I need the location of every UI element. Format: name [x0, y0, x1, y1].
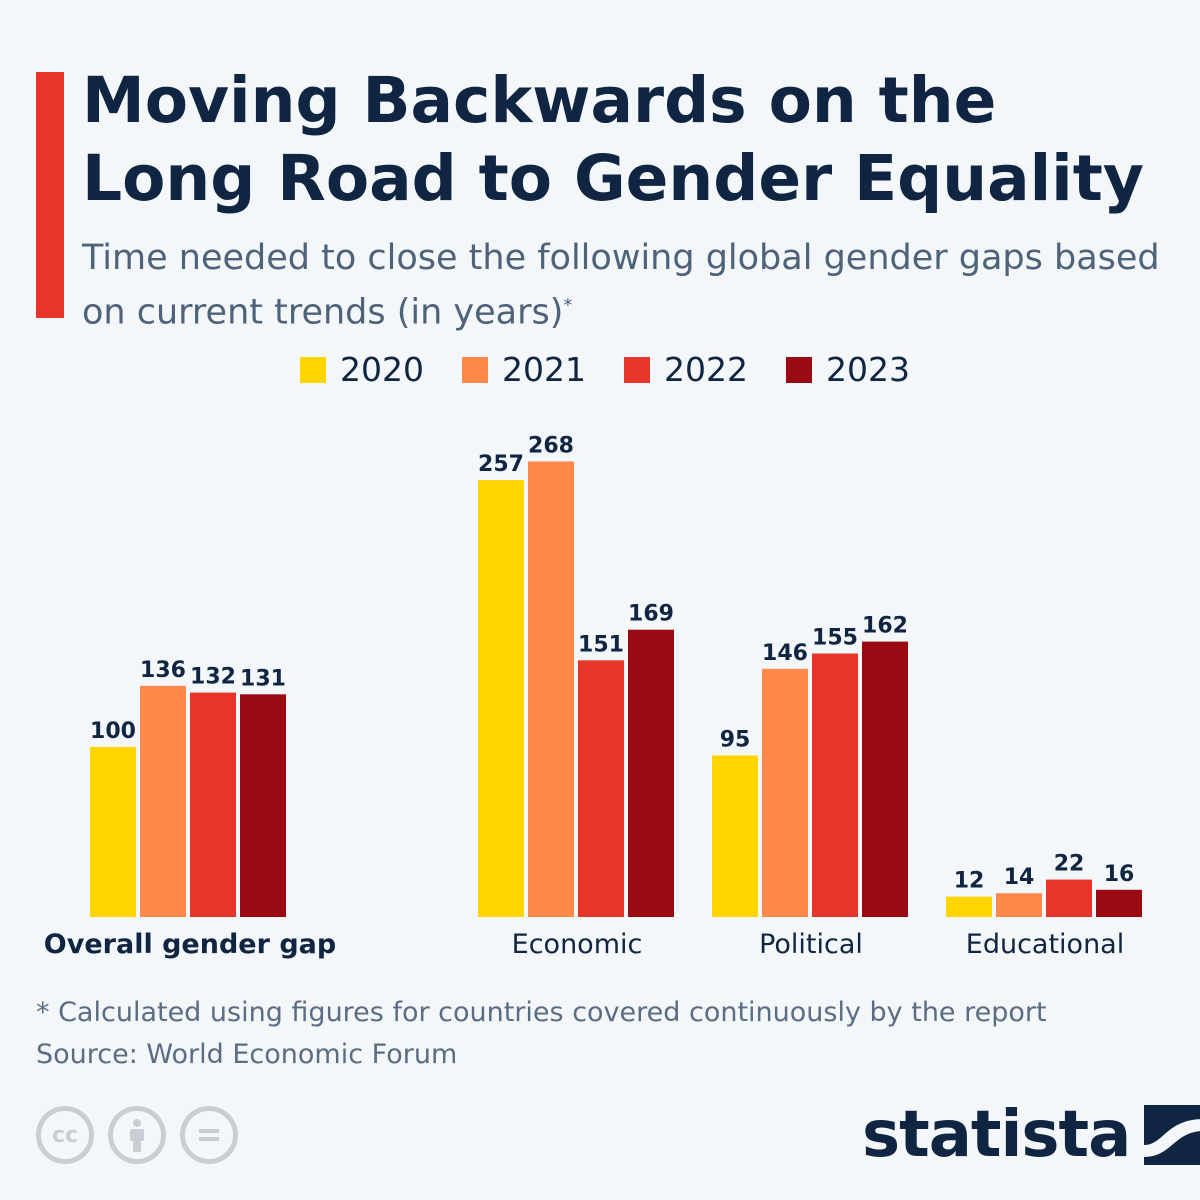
bar-educational-2020 [946, 896, 992, 917]
legend-item-2021: 2021 [461, 350, 586, 389]
subtitle-footnote-mark: * [563, 295, 573, 316]
license-icons: cc [36, 1106, 238, 1164]
data-label: 146 [762, 641, 808, 666]
bar-political-2022 [812, 653, 858, 917]
bar-economic-2022 [578, 660, 624, 917]
legend-item-2020: 2020 [300, 350, 424, 389]
data-label: 132 [190, 665, 236, 690]
legend-label: 2022 [663, 350, 748, 389]
footnote: * Calculated using figures for countries… [36, 997, 1047, 1028]
category-label: Overall gender gap [44, 929, 336, 960]
legend-swatch [300, 356, 326, 383]
bar-educational-2022 [1046, 879, 1092, 917]
data-label: 22 [1054, 852, 1085, 877]
title-accent-bar [36, 72, 64, 318]
data-label: 100 [90, 719, 136, 744]
data-label: 16 [1104, 862, 1135, 887]
source: Source: World Economic Forum [36, 1039, 458, 1070]
legend-label: 2020 [340, 350, 424, 389]
legend-swatch [785, 356, 812, 383]
bar-political-2020 [712, 755, 758, 917]
data-label: 257 [478, 452, 524, 477]
cc-icon[interactable]: cc [36, 1106, 94, 1164]
legend: 2020 2021 2022 2023 [300, 350, 910, 389]
footer-notes: * Calculated using figures for countries… [36, 992, 1047, 1076]
bar-educational-2023 [1096, 889, 1142, 917]
by-icon[interactable] [108, 1106, 166, 1164]
bar-economic-2021 [528, 461, 574, 917]
subtitle-text: Time needed to close the following globa… [82, 238, 1160, 333]
bar-overall-gender-gap-2022 [190, 692, 236, 917]
data-label: 268 [528, 433, 574, 458]
legend-item-2023: 2023 [785, 350, 910, 389]
data-label: 131 [240, 666, 286, 691]
data-label: 95 [720, 728, 751, 753]
chart-title: Moving Backwards on the Long Road to Gen… [82, 64, 1144, 215]
category-label: Economic [512, 929, 643, 960]
category-label: Political [759, 929, 863, 960]
legend-item-2022: 2022 [623, 350, 748, 389]
bar-overall-gender-gap-2021 [140, 685, 186, 917]
legend-swatch [461, 356, 488, 383]
bar-political-2021 [762, 668, 808, 917]
nd-icon[interactable] [180, 1106, 238, 1164]
bar-overall-gender-gap-2023 [240, 694, 286, 917]
data-label: 151 [578, 632, 624, 657]
statista-logo-icon [1144, 1105, 1200, 1165]
bar-overall-gender-gap-2020 [90, 747, 136, 917]
bar-economic-2023 [628, 629, 674, 917]
bar-economic-2020 [478, 480, 524, 917]
data-label: 169 [628, 602, 674, 627]
data-label: 155 [812, 626, 858, 651]
category-label: Educational [966, 929, 1124, 960]
bar-political-2023 [862, 641, 908, 917]
data-label: 14 [1004, 865, 1035, 890]
data-label: 162 [862, 614, 908, 639]
data-label: 12 [954, 869, 985, 894]
legend-swatch [623, 356, 650, 383]
legend-label: 2023 [825, 350, 910, 389]
data-label: 136 [140, 658, 186, 683]
chart-subtitle: Time needed to close the following globa… [82, 234, 1182, 337]
statista-logo[interactable]: statista [862, 1098, 1200, 1172]
brand-name: statista [862, 1098, 1131, 1172]
legend-label: 2021 [501, 350, 586, 389]
bar-educational-2021 [996, 893, 1042, 917]
